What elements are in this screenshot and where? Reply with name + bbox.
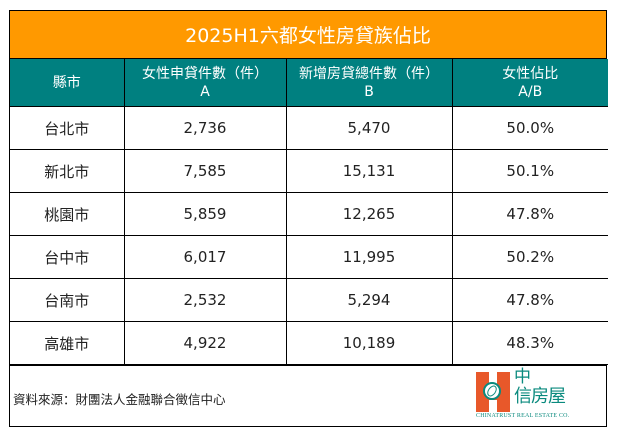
header-female-ratio: 女性佔比 A/B — [451, 59, 608, 107]
table-row: 高雄市 4,922 10,189 48.3% — [10, 321, 608, 365]
cell-city: 高雄市 — [10, 321, 125, 365]
table-footer: 資料來源：財團法人金融聯合徵信中心 中 信房屋 CHINATRUST REAL … — [10, 365, 606, 426]
cell-city: 新北市 — [10, 149, 125, 193]
table-row: 桃園市 5,859 12,265 47.8% — [10, 192, 608, 236]
cell-city: 台中市 — [10, 235, 125, 279]
cell-total: 15,131 — [285, 149, 453, 193]
table-row: 新北市 7,585 15,131 50.1% — [10, 149, 608, 193]
cell-female: 4,922 — [123, 321, 287, 365]
cell-female: 2,736 — [123, 106, 287, 150]
header-sublabel: A/B — [518, 83, 543, 100]
cell-ratio: 50.2% — [451, 235, 608, 279]
header-label: 新增房貸總件數（件） — [299, 65, 439, 82]
globe-icon — [483, 382, 501, 400]
header-sublabel: A — [200, 83, 210, 100]
cell-ratio: 50.0% — [451, 106, 608, 150]
data-table: 縣市 女性申貸件數（件） A 新增房貸總件數（件） B 女性佔比 A/B 台北市 2,… — [10, 59, 608, 365]
company-logo: 中 信房屋 CHINATRUST REAL ESTATE CO. — [476, 367, 598, 424]
table-row: 台中市 6,017 11,995 50.2% — [10, 235, 608, 279]
header-total-count: 新增房貸總件數（件） B — [285, 59, 453, 107]
cell-ratio: 48.3% — [451, 321, 608, 365]
logo-mark-icon — [476, 372, 510, 412]
cell-female: 6,017 — [123, 235, 287, 279]
cell-total: 5,294 — [285, 278, 453, 322]
cell-total: 12,265 — [285, 192, 453, 236]
table-row: 台北市 2,736 5,470 50.0% — [10, 106, 608, 150]
cell-female: 5,859 — [123, 192, 287, 236]
header-city: 縣市 — [10, 59, 125, 107]
cell-ratio: 50.1% — [451, 149, 608, 193]
header-sublabel: B — [364, 83, 374, 100]
logo-text-line2: 信房屋 — [514, 386, 566, 407]
header-label: 縣市 — [52, 74, 81, 91]
data-source-note: 資料來源：財團法人金融聯合徵信中心 — [13, 392, 226, 407]
logo-english-name: CHINATRUST REAL ESTATE CO. — [476, 413, 570, 419]
cell-ratio: 47.8% — [451, 278, 608, 322]
header-row: 縣市 女性申貸件數（件） A 新增房貸總件數（件） B 女性佔比 A/B — [10, 59, 608, 107]
table-row: 台南市 2,532 5,294 47.8% — [10, 278, 608, 322]
cell-city: 台北市 — [10, 106, 125, 150]
header-label: 女性申貸件數（件） — [142, 65, 268, 82]
cell-total: 5,470 — [285, 106, 453, 150]
header-female-count: 女性申貸件數（件） A — [123, 59, 287, 107]
header-label: 女性佔比 — [502, 65, 559, 82]
logo-text-line1: 中 — [514, 367, 531, 387]
cell-city: 台南市 — [10, 278, 125, 322]
cell-total: 10,189 — [285, 321, 453, 365]
table-title: 2025H1六都女性房貸族佔比 — [10, 11, 606, 59]
table-frame: 2025H1六都女性房貸族佔比 縣市 女性申貸件數（件） A 新增房貸總件數（件）… — [9, 10, 608, 427]
cell-female: 2,532 — [123, 278, 287, 322]
cell-ratio: 47.8% — [451, 192, 608, 236]
cell-total: 11,995 — [285, 235, 453, 279]
cell-city: 桃園市 — [10, 192, 125, 236]
cell-female: 7,585 — [123, 149, 287, 193]
